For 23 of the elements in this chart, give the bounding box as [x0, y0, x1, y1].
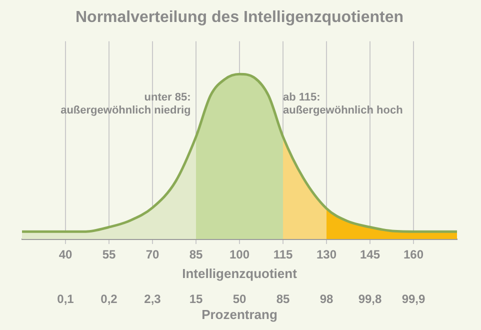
- text: 15: [189, 292, 203, 306]
- text: 2,3: [144, 292, 162, 306]
- text: 98: [320, 292, 334, 306]
- annotation: ab 115: außergewöhnlich hoch: [283, 92, 404, 117]
- x-tick-label: 160: [403, 248, 424, 262]
- text: 99,8: [358, 292, 382, 306]
- text: 0,2: [100, 292, 118, 306]
- x-tick-label: 115: [273, 248, 294, 262]
- chart-title: Normalverteilung des Intelligenzquotienten: [75, 9, 404, 26]
- x-tick-label: 85: [189, 248, 203, 262]
- text: 99,9: [402, 292, 426, 306]
- text: Prozentrang: [202, 307, 278, 322]
- x-tick-label: 100: [229, 248, 250, 262]
- text: 0,1: [57, 292, 74, 306]
- x-axis-title: Intelligenzquotient: [182, 266, 298, 281]
- x-tick-label: 55: [102, 248, 116, 262]
- x-tick-label: 40: [58, 248, 72, 262]
- annotation: unter 85: außergewöhnlich niedrig: [60, 92, 191, 117]
- x-tick-label: 70: [146, 248, 160, 262]
- x-tick-label: 145: [360, 248, 380, 262]
- text: 50: [232, 292, 246, 306]
- x-tick-label: 130: [316, 248, 337, 262]
- text: 85: [276, 292, 290, 306]
